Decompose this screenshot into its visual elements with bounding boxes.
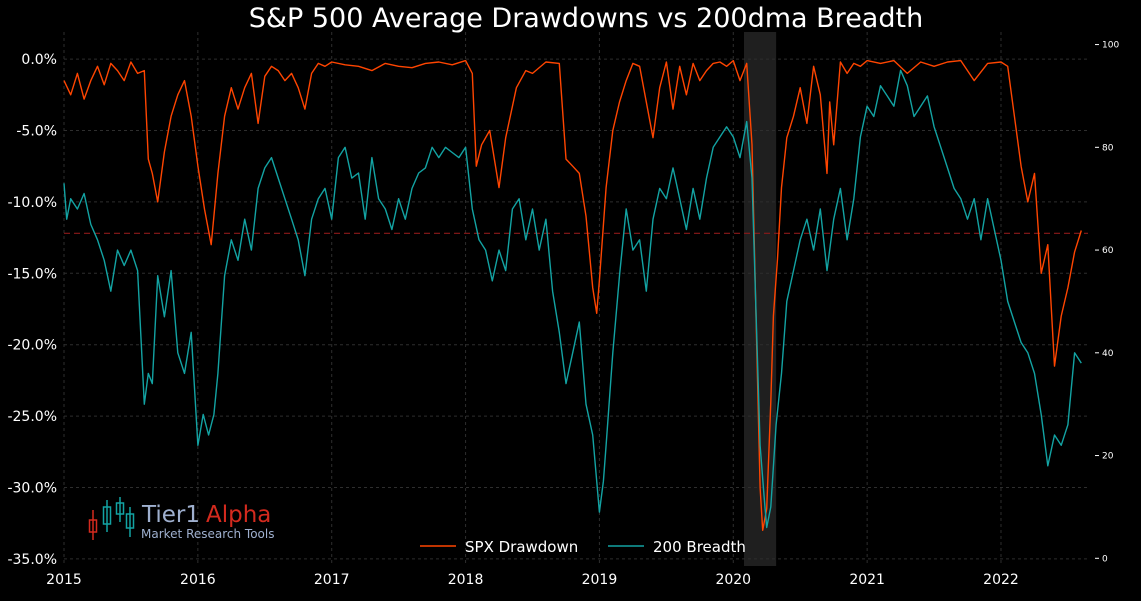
y-tick-label-left: -15.0% bbox=[7, 266, 57, 282]
grid-lines bbox=[63, 32, 1088, 566]
y-tick-label-left: -25.0% bbox=[7, 409, 57, 425]
y-tick-label-left: -20.0% bbox=[7, 338, 57, 354]
y-tick-label-left: -10.0% bbox=[7, 195, 57, 211]
logo: Tier1 Alpha Market Research Tools bbox=[88, 497, 274, 541]
candlestick-icon bbox=[88, 497, 135, 540]
x-tick-label: 2020 bbox=[715, 572, 751, 588]
legend-label: 200 Breadth bbox=[653, 538, 746, 556]
chart-title: S&P 500 Average Drawdowns vs 200dma Brea… bbox=[249, 3, 923, 34]
x-tick-label: 2015 bbox=[46, 572, 82, 588]
logo-accent-text: Alpha bbox=[206, 502, 271, 528]
y-tick-label-right: 100 bbox=[1102, 41, 1119, 51]
y-tick-label-right: 80 bbox=[1102, 143, 1114, 153]
y-tick-label-left: 0.0% bbox=[21, 52, 57, 68]
y-tick-label-right: 60 bbox=[1102, 246, 1114, 256]
y-tick-label-left: -5.0% bbox=[16, 124, 57, 140]
x-tick-label: 2017 bbox=[314, 572, 350, 588]
y-tick-label-right: 20 bbox=[1102, 452, 1114, 462]
y-tick-label-right: 0 bbox=[1102, 554, 1108, 564]
x-tick-label: 2019 bbox=[582, 572, 618, 588]
series-line-200-breadth bbox=[63, 69, 1082, 529]
logo-main-text: Tier1 bbox=[141, 502, 200, 528]
x-tick-label: 2021 bbox=[849, 572, 885, 588]
y-axis-right: 0 20 40 60 80 100 bbox=[1095, 41, 1119, 564]
logo-wordmark: Tier1 Alpha bbox=[141, 502, 271, 528]
y-tick-label-left: -35.0% bbox=[7, 552, 57, 568]
x-tick-label: 2018 bbox=[448, 572, 484, 588]
y-tick-label-left: -30.0% bbox=[7, 480, 57, 496]
x-tick-label: 2022 bbox=[983, 572, 1019, 588]
y-tick-label-right: 40 bbox=[1102, 349, 1114, 359]
x-tick-label: 2016 bbox=[180, 572, 216, 588]
series-line-spx-drawdown bbox=[63, 59, 1082, 531]
y-axis-left: 0.0% -5.0% -10.0% -15.0% -20.0% -25.0% -30.0% -… bbox=[7, 52, 57, 568]
legend: SPX Drawdown 200 Breadth bbox=[420, 538, 746, 556]
logo-subtitle: Market Research Tools bbox=[141, 527, 274, 541]
x-axis: 2015 2016 2017 2018 2019 2020 2021 2022 bbox=[46, 572, 1019, 588]
series-layer bbox=[63, 59, 1082, 531]
legend-label: SPX Drawdown bbox=[465, 538, 578, 556]
